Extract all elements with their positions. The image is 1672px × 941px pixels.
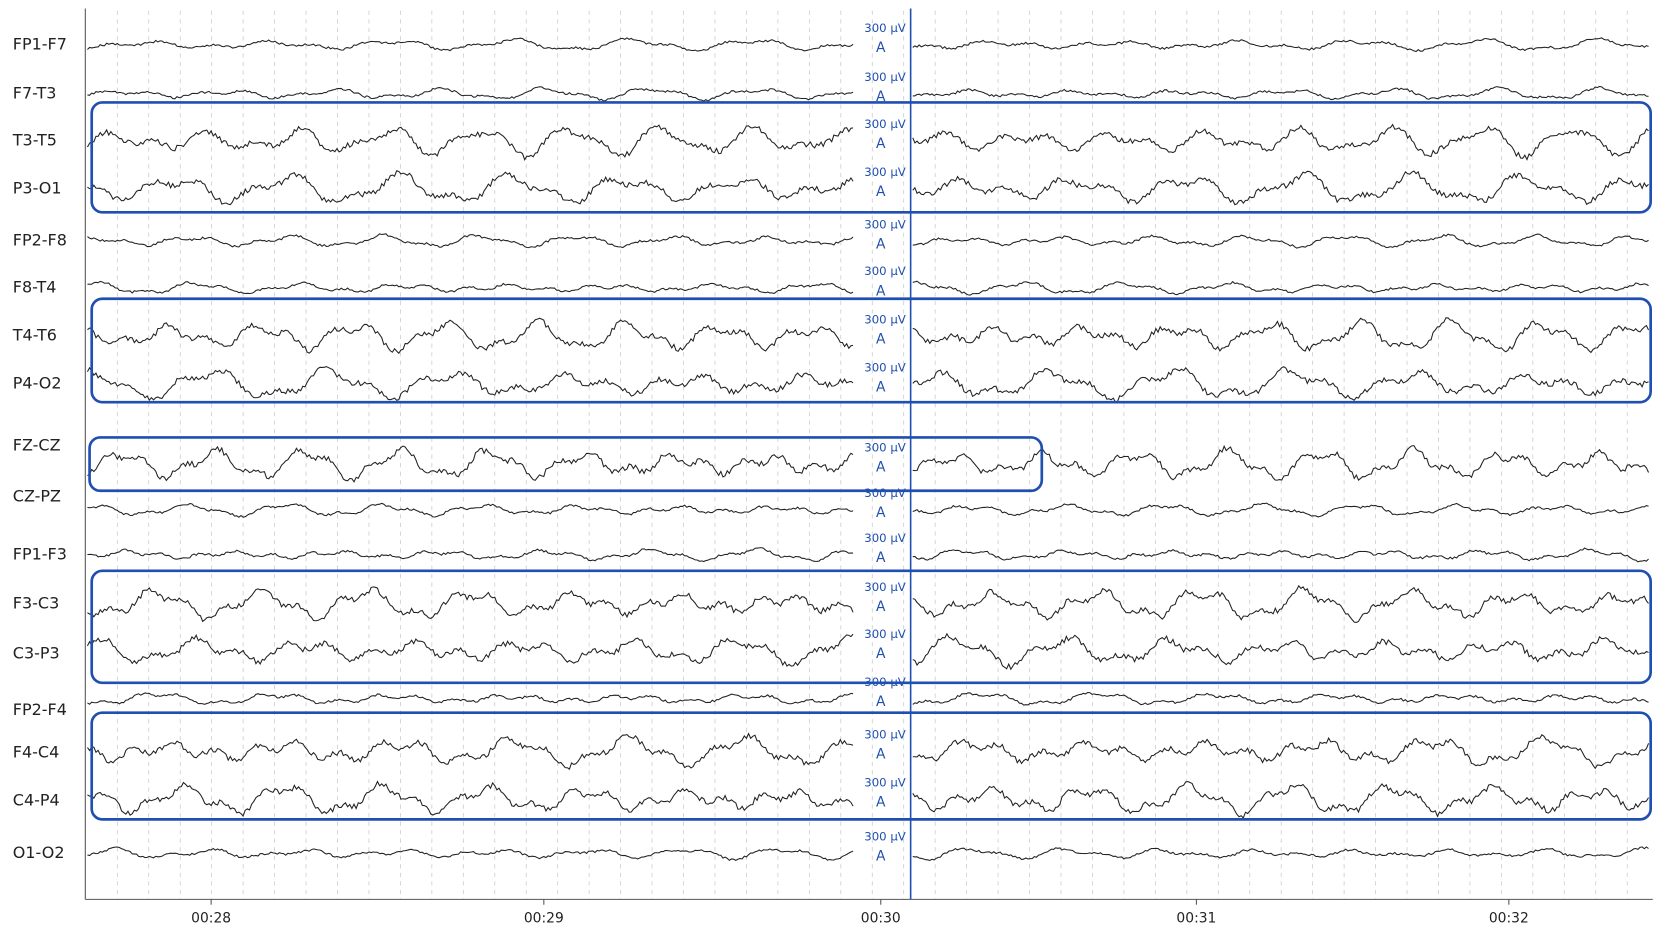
- eeg-trace: [87, 846, 854, 862]
- labels: FP1-F7 300 µV A F7-T3 300 µV A T3-T5 300 µV A P3-…: [12, 21, 1529, 927]
- montage-marker: A: [876, 646, 886, 662]
- channel-label: F8-T4: [13, 278, 57, 297]
- scale-label: 300 µV: [864, 117, 906, 131]
- eeg-trace: [87, 37, 854, 52]
- scale-label: 300 µV: [864, 727, 906, 741]
- eeg-trace: [912, 632, 1649, 671]
- channel-label: FP1-F7: [13, 34, 67, 53]
- channel-label: CZ-PZ: [13, 487, 61, 506]
- montage-marker: A: [876, 331, 886, 347]
- eeg-trace: [87, 170, 854, 206]
- channel-label: F7-T3: [13, 83, 57, 102]
- channel-label: T3-T5: [12, 130, 57, 149]
- eeg-trace: [912, 280, 1649, 296]
- eeg-trace: [87, 280, 854, 295]
- eeg-trace: [87, 692, 854, 705]
- channel-label: O1-O2: [13, 843, 65, 862]
- eeg-trace: [912, 123, 1649, 161]
- scale-label: 300 µV: [864, 531, 906, 545]
- traces: [86, 37, 1650, 862]
- scale-label: 300 µV: [864, 165, 906, 179]
- eeg-trace: [86, 124, 854, 161]
- time-label: 00:28: [191, 911, 231, 927]
- channel-label: T4-T6: [12, 326, 57, 345]
- scale-label: 300 µV: [864, 264, 906, 278]
- montage-marker: A: [876, 746, 886, 762]
- grid: [116, 10, 1628, 900]
- montage-marker: A: [876, 849, 886, 865]
- time-label: 00:31: [1176, 911, 1216, 927]
- channel-label: FP2-F8: [13, 231, 67, 250]
- highlight-box: [88, 436, 1044, 493]
- eeg-trace: [87, 502, 854, 518]
- scale-label: 300 µV: [864, 775, 906, 789]
- eeg-trace: [912, 85, 1649, 101]
- eeg-trace: [86, 633, 854, 667]
- highlight-box: [90, 101, 1653, 214]
- channel-label: C4-P4: [13, 791, 60, 810]
- scale-label: 300 µV: [864, 440, 906, 454]
- montage-marker: A: [876, 89, 886, 105]
- channel-label: F3-C3: [13, 593, 59, 612]
- highlight-box: [90, 711, 1653, 821]
- montage-marker: A: [876, 459, 886, 475]
- scale-label: 300 µV: [864, 312, 906, 326]
- eeg-trace: [87, 732, 854, 770]
- montage-marker: A: [876, 694, 886, 710]
- montage-marker: A: [876, 794, 886, 810]
- highlight-box: [90, 569, 1653, 685]
- scale-label: 300 µV: [864, 580, 906, 594]
- eeg-trace: [912, 846, 1649, 862]
- channel-label: FZ-CZ: [13, 435, 61, 454]
- montage-marker: A: [876, 379, 886, 395]
- eeg-trace: [912, 366, 1649, 403]
- scale-label: 300 µV: [864, 486, 906, 500]
- eeg-trace: [87, 586, 854, 623]
- montage-marker: A: [876, 599, 886, 615]
- channel-label: FP1-F3: [13, 544, 67, 563]
- montage-marker: A: [876, 505, 886, 521]
- time-label: 00:32: [1489, 911, 1529, 927]
- channel-label: P4-O2: [13, 374, 62, 393]
- scale-label: 300 µV: [864, 217, 906, 231]
- eeg-trace: [912, 233, 1649, 249]
- eeg-trace: [912, 444, 1650, 481]
- eeg-trace: [912, 170, 1649, 206]
- eeg-trace: [87, 317, 854, 355]
- channel-label: C3-P3: [13, 644, 60, 663]
- eeg-trace: [912, 780, 1649, 819]
- eeg-trace: [87, 445, 854, 483]
- scale-label: 300 µV: [864, 360, 906, 374]
- montage-marker: A: [876, 40, 886, 56]
- eeg-trace: [87, 233, 854, 249]
- scale-label: 300 µV: [864, 70, 906, 84]
- eeg-trace: [912, 734, 1650, 770]
- montage-marker: A: [876, 136, 886, 152]
- montage-marker: A: [876, 550, 886, 566]
- eeg-trace: [912, 584, 1649, 623]
- scale-label: 300 µV: [864, 627, 906, 641]
- channel-label: FP2-F4: [13, 700, 67, 719]
- channel-label: P3-O1: [13, 178, 62, 197]
- eeg-trace: [87, 547, 854, 563]
- eeg-trace: [912, 547, 1649, 563]
- eeg-trace: [912, 37, 1649, 53]
- time-label: 00:30: [861, 911, 901, 927]
- scale-label: 300 µV: [864, 830, 906, 844]
- time-label: 00:29: [524, 911, 564, 927]
- highlight-box: [90, 297, 1653, 404]
- eeg-trace: [912, 317, 1650, 354]
- montage-marker: A: [876, 184, 886, 200]
- channel-label: F4-C4: [13, 743, 59, 762]
- eeg-trace: [912, 502, 1649, 518]
- montage-marker: A: [876, 283, 886, 299]
- scale-label: 300 µV: [864, 21, 906, 35]
- eeg-trace: [912, 691, 1649, 706]
- eeg-trace: [87, 86, 854, 102]
- selection-boxes: [88, 101, 1653, 821]
- montage-marker: A: [876, 236, 886, 252]
- eeg-trace: [86, 366, 854, 402]
- eeg-trace: [87, 780, 854, 817]
